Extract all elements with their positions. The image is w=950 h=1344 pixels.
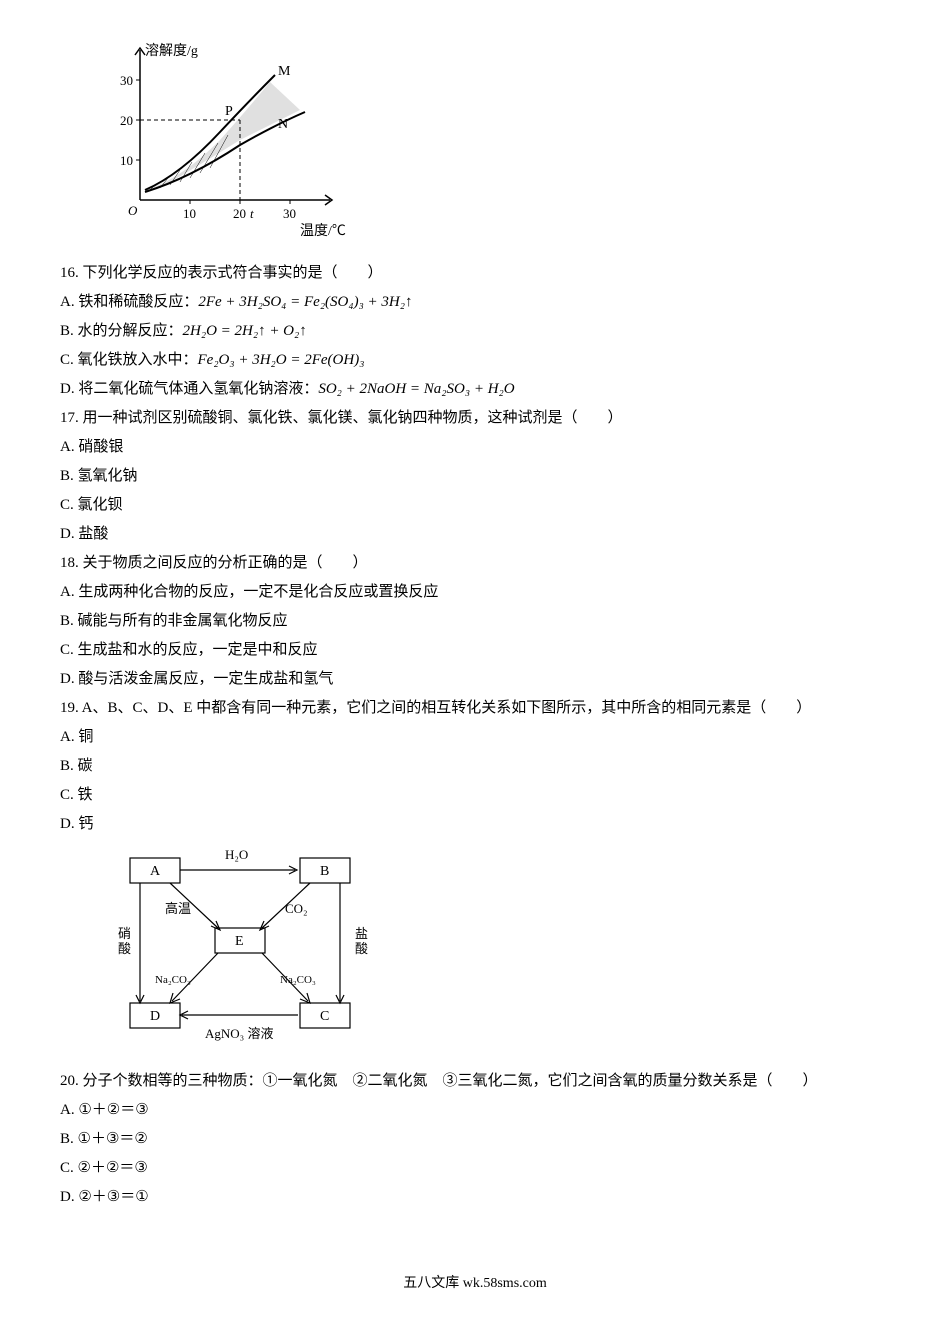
q19-option-c: C. 铁 <box>60 782 890 809</box>
q19-option-d: D. 钙 <box>60 811 890 838</box>
q19-option-a: A. 铜 <box>60 724 890 751</box>
label-h2o: H₂O <box>225 847 248 862</box>
xtick-20: 20 <box>233 206 246 221</box>
box-b-label: B <box>320 864 329 879</box>
curve-m-label: M <box>278 64 291 79</box>
question-18-stem: 18. 关于物质之间反应的分析正确的是（ ） <box>60 550 890 577</box>
label-na2co3-left: Na₂CO₃ <box>155 974 191 986</box>
xtick-10: 10 <box>183 206 196 221</box>
label-gaowen: 高温 <box>165 901 191 916</box>
label-xiaosuan-1: 硝 <box>118 926 131 941</box>
conversion-diagram: A B E D C H₂O 高温 CO₂ 硝 酸 盐 酸 Na₂CO₃ <box>100 843 890 1063</box>
point-p-label: P <box>225 104 233 119</box>
q20-option-c: C. ②＋②＝③ <box>60 1155 890 1182</box>
label-co2: CO₂ <box>285 901 308 916</box>
box-d-label: D <box>150 1009 160 1024</box>
label-agno3: AgNO₃ 溶液 <box>205 1026 273 1041</box>
q16-option-b: B. 水的分解反应：2H₂O = 2H₂↑ + O₂↑ <box>60 318 890 345</box>
q17-option-c: C. 氯化钡 <box>60 492 890 519</box>
q18-option-a: A. 生成两种化合物的反应，一定不是化合反应或置换反应 <box>60 579 890 606</box>
label-xiaosuan-2: 酸 <box>118 941 131 956</box>
q17-option-d: D. 盐酸 <box>60 521 890 548</box>
q16-option-a: A. 铁和稀硫酸反应：2Fe + 3H₂SO₄ = Fe₂(SO₄)₃ + 3H… <box>60 289 890 316</box>
label-na2co3-right: Na₂CO₃ <box>280 974 316 986</box>
q20-option-d: D. ②＋③＝① <box>60 1184 890 1211</box>
box-c-label: C <box>320 1009 329 1024</box>
q16-option-d: D. 将二氧化硫气体通入氢氧化钠溶液：SO₂ + 2NaOH = Na₂SO₃ … <box>60 376 890 403</box>
question-17-stem: 17. 用一种试剂区别硫酸铜、氯化铁、氯化镁、氯化钠四种物质，这种试剂是（ ） <box>60 405 890 432</box>
q17-option-a: A. 硝酸银 <box>60 434 890 461</box>
q18-option-b: B. 碱能与所有的非金属氧化物反应 <box>60 608 890 635</box>
t-label: t <box>250 206 254 221</box>
ytick-30: 30 <box>120 73 133 88</box>
ytick-20: 20 <box>120 113 133 128</box>
box-a-label: A <box>150 864 161 879</box>
xtick-30: 30 <box>283 206 296 221</box>
box-e-label: E <box>235 934 244 949</box>
label-yansuan-1: 盐 <box>355 926 368 941</box>
q19-option-b: B. 碳 <box>60 753 890 780</box>
q17-option-b: B. 氢氧化钠 <box>60 463 890 490</box>
q18-option-c: C. 生成盐和水的反应，一定是中和反应 <box>60 637 890 664</box>
question-16-stem: 16. 下列化学反应的表示式符合事实的是（ ） <box>60 260 890 287</box>
label-yansuan-2: 酸 <box>355 941 368 956</box>
curve-n-label: N <box>278 117 288 132</box>
origin-label: O <box>128 203 138 218</box>
y-axis-label: 溶解度/g <box>145 43 198 59</box>
page-footer: 五八文库 wk.58sms.com <box>60 1271 890 1296</box>
ytick-10: 10 <box>120 153 133 168</box>
x-axis-label: 温度/℃ <box>300 223 346 239</box>
q16-option-c: C. 氧化铁放入水中：Fe₂O₃ + 3H₂O = 2Fe(OH)₃ <box>60 347 890 374</box>
question-19-stem: 19. A、B、C、D、E 中都含有同一种元素，它们之间的相互转化关系如下图所示… <box>60 695 890 722</box>
q20-option-b: B. ①＋③＝② <box>60 1126 890 1153</box>
q20-option-a: A. ①＋②＝③ <box>60 1097 890 1124</box>
q18-option-d: D. 酸与活泼金属反应，一定生成盐和氢气 <box>60 666 890 693</box>
solubility-chart: 10 20 30 10 20 t 30 O 溶解度/g 温度/℃ <box>100 40 890 250</box>
question-20-stem: 20. 分子个数相等的三种物质：①一氧化氮 ②二氧化氮 ③三氧化二氮，它们之间含… <box>60 1068 890 1095</box>
